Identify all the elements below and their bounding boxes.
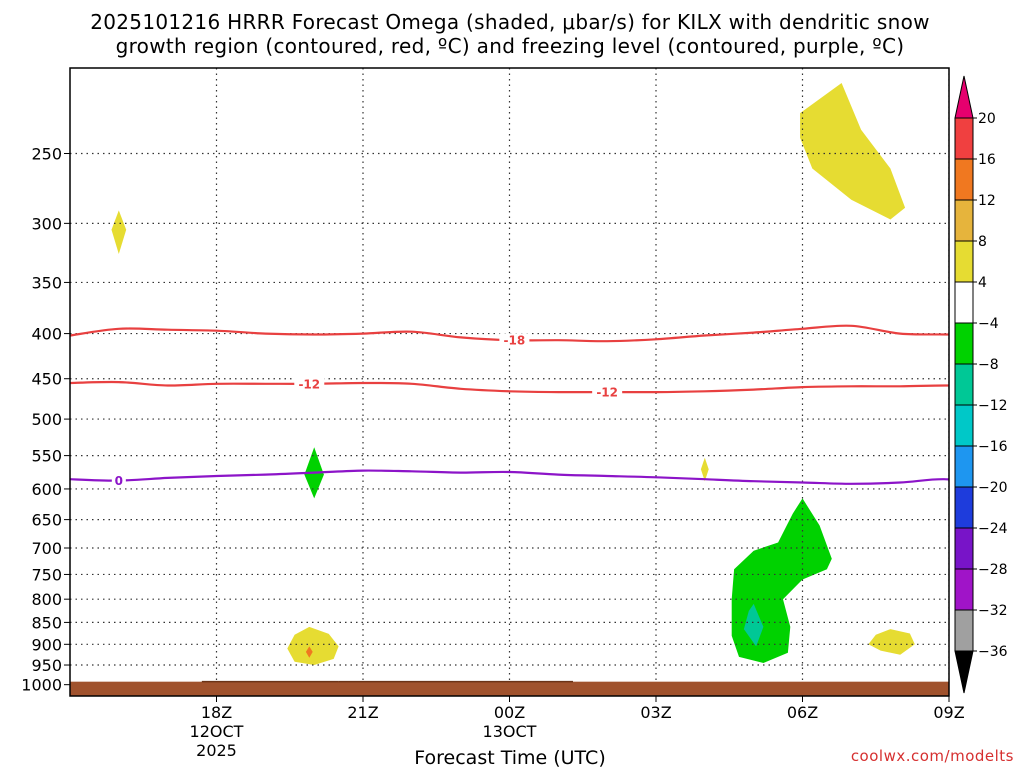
credit-text: coolwx.com/modelts [851, 747, 1014, 765]
colorbar-swatch-9 [954, 486, 974, 529]
x-tick-label-06Z-0: 06Z [787, 703, 818, 722]
contour-label--18-0: -18 [504, 334, 526, 348]
colorbar-swatch-7 [954, 404, 974, 447]
y-tick-label-750: 750 [31, 565, 62, 584]
y-tick-label-300: 300 [31, 214, 62, 233]
y-tick-label-550: 550 [31, 447, 62, 466]
x-tick-label-09Z-0: 09Z [933, 703, 964, 722]
omega-region-0 [800, 83, 906, 220]
y-tick-label-250: 250 [31, 144, 62, 163]
x-tick-label-18Z-2: 2025 [196, 741, 237, 760]
x-tick-label-03Z-0: 03Z [640, 703, 671, 722]
y-tick-label-700: 700 [31, 539, 62, 558]
y-tick-label-400: 400 [31, 325, 62, 344]
x-tick-label-00Z-1: 13OCT [483, 722, 537, 741]
contour-layer: -18 -12 -12 0 [70, 324, 949, 488]
colorbar-label-11: −28 [978, 562, 1008, 578]
contour-label--12-1: -12 [596, 386, 618, 400]
colorbar-swatch-6 [954, 363, 974, 406]
contour-label-0-0: 0 [115, 474, 123, 488]
contour--12 [70, 380, 949, 394]
y-tick-label-600: 600 [31, 480, 62, 499]
omega-region-7 [731, 498, 832, 663]
colorbar-label-7: −12 [978, 398, 1008, 414]
chart-title-line1: 2025101216 HRRR Forecast Omega (shaded, … [90, 10, 930, 34]
colorbar: 20 16 12 8 4 −4 −8 −12 −16 −20 −24 −28 −32 −36 [954, 75, 1008, 694]
y-tick-label-350: 350 [31, 273, 62, 292]
contour-label-bg [592, 385, 623, 400]
x-axis-label: Forecast Time (UTC) [414, 747, 605, 768]
colorbar-swatch-0 [954, 117, 974, 160]
omega-region-2 [700, 457, 709, 482]
colorbar-swatch-11 [954, 568, 974, 611]
colorbar-swatch-3 [954, 240, 974, 283]
y-tick-label-800: 800 [31, 590, 62, 609]
contour-label-bg [294, 376, 325, 391]
colorbar-top-arrow [954, 75, 974, 119]
colorbar-label-9: −20 [978, 480, 1008, 496]
contour-0 [70, 469, 949, 485]
y-tick-label-1000: 1000 [21, 676, 62, 695]
y-tick-label-950: 950 [31, 656, 62, 675]
contour-label--12-0: -12 [298, 377, 320, 391]
surface-layer [70, 680, 949, 696]
omega-region-4 [305, 646, 313, 658]
colorbar-label-8: −16 [978, 439, 1008, 455]
colorbar-swatch-10 [954, 527, 974, 570]
colorbar-label-6: −8 [978, 357, 999, 373]
colorbar-label-4: 4 [978, 275, 987, 291]
omega-region-3 [287, 626, 339, 665]
colorbar-label-10: −24 [978, 521, 1008, 537]
y-axis: 250 300 350 400 450 500 550 600 650 700 750 800 850 9… [21, 144, 70, 695]
omega-shaded-layer [111, 83, 915, 665]
colorbar-swatch-8 [954, 445, 974, 488]
colorbar-label-5: −4 [978, 316, 999, 332]
y-tick-label-900: 900 [31, 635, 62, 654]
y-tick-label-850: 850 [31, 613, 62, 632]
colorbar-label-12: −32 [978, 603, 1008, 619]
colorbar-label-3: 8 [978, 234, 987, 250]
omega-region-5 [868, 629, 915, 655]
colorbar-label-2: 12 [978, 193, 996, 209]
colorbar-swatch-4 [954, 281, 974, 324]
colorbar-swatch-12 [954, 609, 974, 652]
y-tick-label-650: 650 [31, 511, 62, 530]
omega-region-8 [743, 603, 764, 647]
contour--18 [70, 324, 949, 343]
contour-label-bg [111, 473, 126, 488]
x-tick-label-00Z-0: 00Z [494, 703, 525, 722]
y-tick-label-500: 500 [31, 410, 62, 429]
x-tick-label-18Z-1: 12OCT [190, 722, 244, 741]
x-tick-label-21Z-0: 21Z [347, 703, 378, 722]
colorbar-swatch-5 [954, 322, 974, 365]
colorbar-bottom-arrow [954, 650, 974, 694]
colorbar-label-13: −36 [978, 644, 1008, 660]
chart-title-line2: growth region (contoured, red, ºC) and f… [116, 34, 905, 58]
x-tick-label-18Z-0: 18Z [201, 703, 232, 722]
contour-label-bg [499, 333, 530, 348]
omega-region-1 [111, 210, 127, 254]
colorbar-swatch-1 [954, 158, 974, 201]
colorbar-label-0: 20 [978, 111, 996, 127]
colorbar-label-1: 16 [978, 152, 996, 168]
colorbar-swatch-2 [954, 199, 974, 242]
y-tick-label-450: 450 [31, 370, 62, 389]
below-ground [70, 681, 949, 696]
